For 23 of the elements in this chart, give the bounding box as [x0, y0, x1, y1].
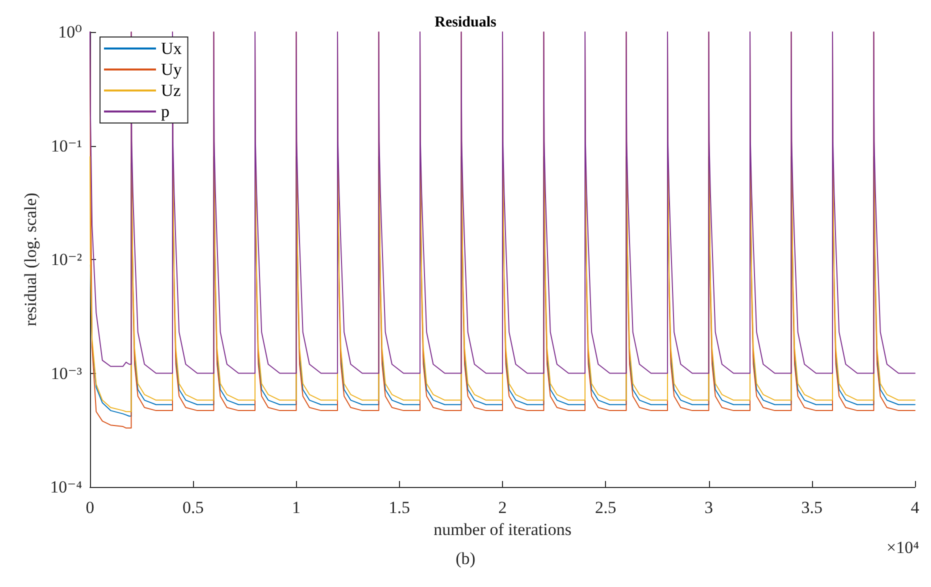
y-tick-label: 10⁻⁴: [50, 478, 82, 496]
legend-label: p: [161, 102, 170, 121]
x-tick-label: 3: [704, 498, 713, 517]
x-tick-label: 4: [910, 498, 920, 517]
chart-title: Residuals: [434, 14, 497, 30]
y-tick-label: 10⁻³: [50, 364, 82, 383]
legend-label: Ux: [161, 39, 182, 58]
x-axis-title: number of iterations: [434, 520, 572, 539]
x-tick-label: 0: [86, 498, 94, 517]
text: (b): [456, 549, 476, 568]
x-tick-label: 2.5: [595, 498, 616, 517]
x-tick-label: 1.5: [388, 498, 410, 517]
text: ×10⁴: [886, 538, 920, 557]
x-tick-label: 1: [292, 498, 300, 517]
x-tick-label: 3.5: [801, 498, 822, 517]
x-tick-label: 0.5: [182, 498, 204, 517]
y-tick-label: 10⁰: [58, 22, 82, 42]
y-axis-title: residual (log. scale): [21, 192, 40, 326]
legend-label: Uy: [161, 60, 182, 79]
legend-label: Uz: [161, 81, 182, 100]
y-tick-label: 10⁻¹: [50, 136, 82, 156]
x-tick-label: 2: [498, 498, 507, 517]
y-tick-label: 10⁻²: [50, 250, 82, 269]
